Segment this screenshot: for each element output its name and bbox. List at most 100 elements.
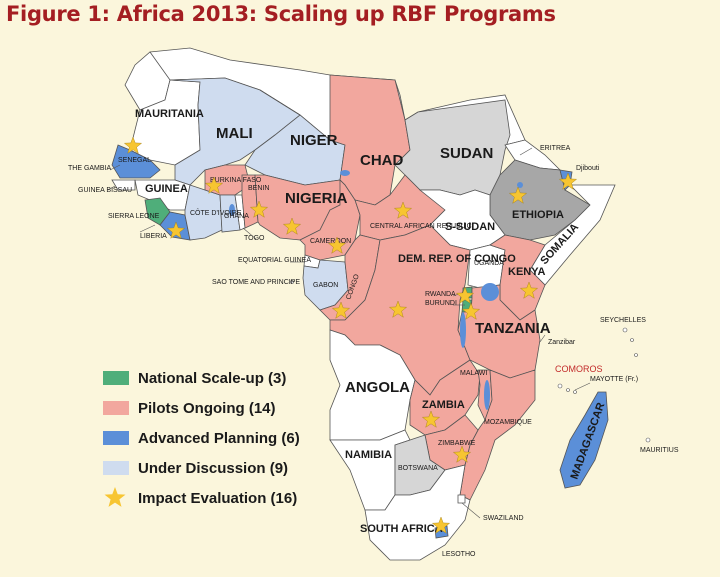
label-guinea: GUINEA <box>145 183 188 195</box>
impact-evaluation-star-icon <box>455 286 475 304</box>
madagascar-shape <box>559 391 609 489</box>
label-equatorial-guinea: EQUATORIAL GUINEA <box>238 257 311 264</box>
swaziland-shape <box>457 494 466 504</box>
comoros-island <box>566 388 570 392</box>
impact-evaluation-star-icon <box>123 136 143 154</box>
label-gabon: GABON <box>313 282 338 289</box>
impact-evaluation-star-icon <box>327 236 347 254</box>
legend-label: Under Discussion (9) <box>138 460 288 477</box>
label-south-africa: SOUTH AFRICA <box>360 523 443 535</box>
legend-item: National Scale-up (3) <box>103 370 286 387</box>
label-ethiopia: ETHIOPIA <box>512 209 564 221</box>
label-niger: NIGER <box>290 132 338 149</box>
label-togo: TOGO <box>244 235 265 242</box>
impact-evaluation-star-icon <box>421 410 441 428</box>
impact-evaluation-star-icon <box>431 516 451 534</box>
impact-evaluation-star-icon <box>452 445 472 463</box>
label-ghana: GHANA <box>224 213 249 220</box>
label-the-gambia: THE GAMBIA <box>68 165 112 172</box>
label-mali: MALI <box>216 125 253 142</box>
legend-item: Under Discussion (9) <box>103 460 288 477</box>
label-s-sudan: S-SUDAN <box>445 221 495 233</box>
star-icon <box>104 487 126 507</box>
guinea-shape <box>134 179 191 211</box>
guinea-bissau-shape <box>111 179 136 191</box>
label-tanzania: TANZANIA <box>475 320 551 337</box>
impact-evaluation-star-icon <box>282 217 302 235</box>
legend-item: Advanced Planning (6) <box>103 430 300 447</box>
seychelles-island <box>622 327 628 333</box>
legend-swatch <box>103 371 129 385</box>
label-cameroon: CAMEROON <box>310 238 351 245</box>
impact-evaluation-star-icon <box>249 200 269 218</box>
label-chad: CHAD <box>360 152 403 169</box>
comoros-island <box>573 390 577 394</box>
impact-evaluation-star-icon <box>388 300 408 318</box>
label-burundi: BURUNDI <box>425 300 457 307</box>
label-burkina-faso: BURKINA FASO <box>210 177 262 184</box>
label-sudan: SUDAN <box>440 145 493 162</box>
legend-swatch <box>103 461 129 475</box>
impact-evaluation-star-icon <box>331 301 351 319</box>
impact-evaluation-star-icon <box>461 302 481 320</box>
label-djibouti: Djibouti <box>576 165 600 172</box>
legend-label: Impact Evaluation (16) <box>138 490 297 507</box>
label-kenya: KENYA <box>508 266 546 278</box>
label-swaziland: SWAZILAND <box>483 515 524 522</box>
label-lesotho: LESOTHO <box>442 551 476 558</box>
legend-swatch <box>103 431 129 445</box>
label-senegal: SENEGAL <box>118 157 151 164</box>
impact-evaluation-star-icon <box>519 281 539 299</box>
label-mayotte: MAYOTTE (Fr.) <box>590 376 638 383</box>
label-mauritania: MAURITANIA <box>135 108 204 120</box>
label-mozambique: MOZAMBIQUE <box>484 419 532 426</box>
lake-malawi <box>484 380 490 410</box>
legend-label: Advanced Planning (6) <box>138 430 300 447</box>
seychelles-island <box>634 353 638 357</box>
label-nigeria: NIGERIA <box>285 190 348 207</box>
label-malawi: MALAWI <box>460 370 487 377</box>
figure-title: Figure 1: Africa 2013: Scaling up RBF Pr… <box>6 2 556 26</box>
label-eritrea: ERITREA <box>540 145 571 152</box>
label-zambia: ZAMBIA <box>422 399 465 411</box>
legend-swatch <box>103 401 129 415</box>
label-benin: BENIN <box>248 185 269 192</box>
kenya-shape <box>489 234 546 321</box>
label-cote-divoire: CÔTE D'IVOIRE <box>190 208 242 217</box>
label-drc: DEM. REP. OF CONGO <box>398 253 516 265</box>
lake-volta <box>229 204 235 216</box>
label-botswana: BOTSWANA <box>398 465 438 472</box>
label-liberia: LIBERIA <box>140 233 167 240</box>
label-zimbabwe: ZIMBABWE <box>438 440 476 447</box>
label-uganda: UGANDA <box>474 260 504 267</box>
seychelles-island <box>630 338 634 342</box>
legend-item: Pilots Ongoing (14) <box>103 400 276 417</box>
legend-item: Impact Evaluation (16) <box>104 487 297 507</box>
label-zanzibar: Zanzibar <box>548 339 576 346</box>
mauritius-island <box>645 437 651 443</box>
label-seychelles: SEYCHELLES <box>600 317 646 324</box>
label-comoros: COMOROS <box>555 364 603 374</box>
lake-tanganyika <box>460 312 466 348</box>
legend-label: Pilots Ongoing (14) <box>138 400 276 417</box>
impact-evaluation-star-icon <box>508 186 528 204</box>
legend-label: National Scale-up (3) <box>138 370 286 387</box>
lake-tana <box>517 182 523 188</box>
label-angola: ANGOLA <box>345 379 410 396</box>
senegal-shape <box>111 144 161 179</box>
label-guinea-bissau: GUINEA BISSAU <box>78 187 132 194</box>
impact-evaluation-star-icon <box>393 201 413 219</box>
sao-tome-island <box>290 280 294 284</box>
label-sierra-leone: SIERRA LEONE <box>108 213 160 220</box>
lake-victoria <box>481 283 499 301</box>
impact-evaluation-star-icon <box>558 172 578 190</box>
benin-shape <box>241 174 259 229</box>
lake-chad <box>340 170 350 176</box>
impact-evaluation-star-icon <box>204 176 224 194</box>
label-sao-tome: SAO TOME AND PRINCIPE <box>212 279 300 286</box>
impact-evaluation-star-icon <box>166 221 186 239</box>
label-rwanda: RWANDA <box>425 291 456 298</box>
label-mauritius: MAURITIUS <box>640 447 679 454</box>
